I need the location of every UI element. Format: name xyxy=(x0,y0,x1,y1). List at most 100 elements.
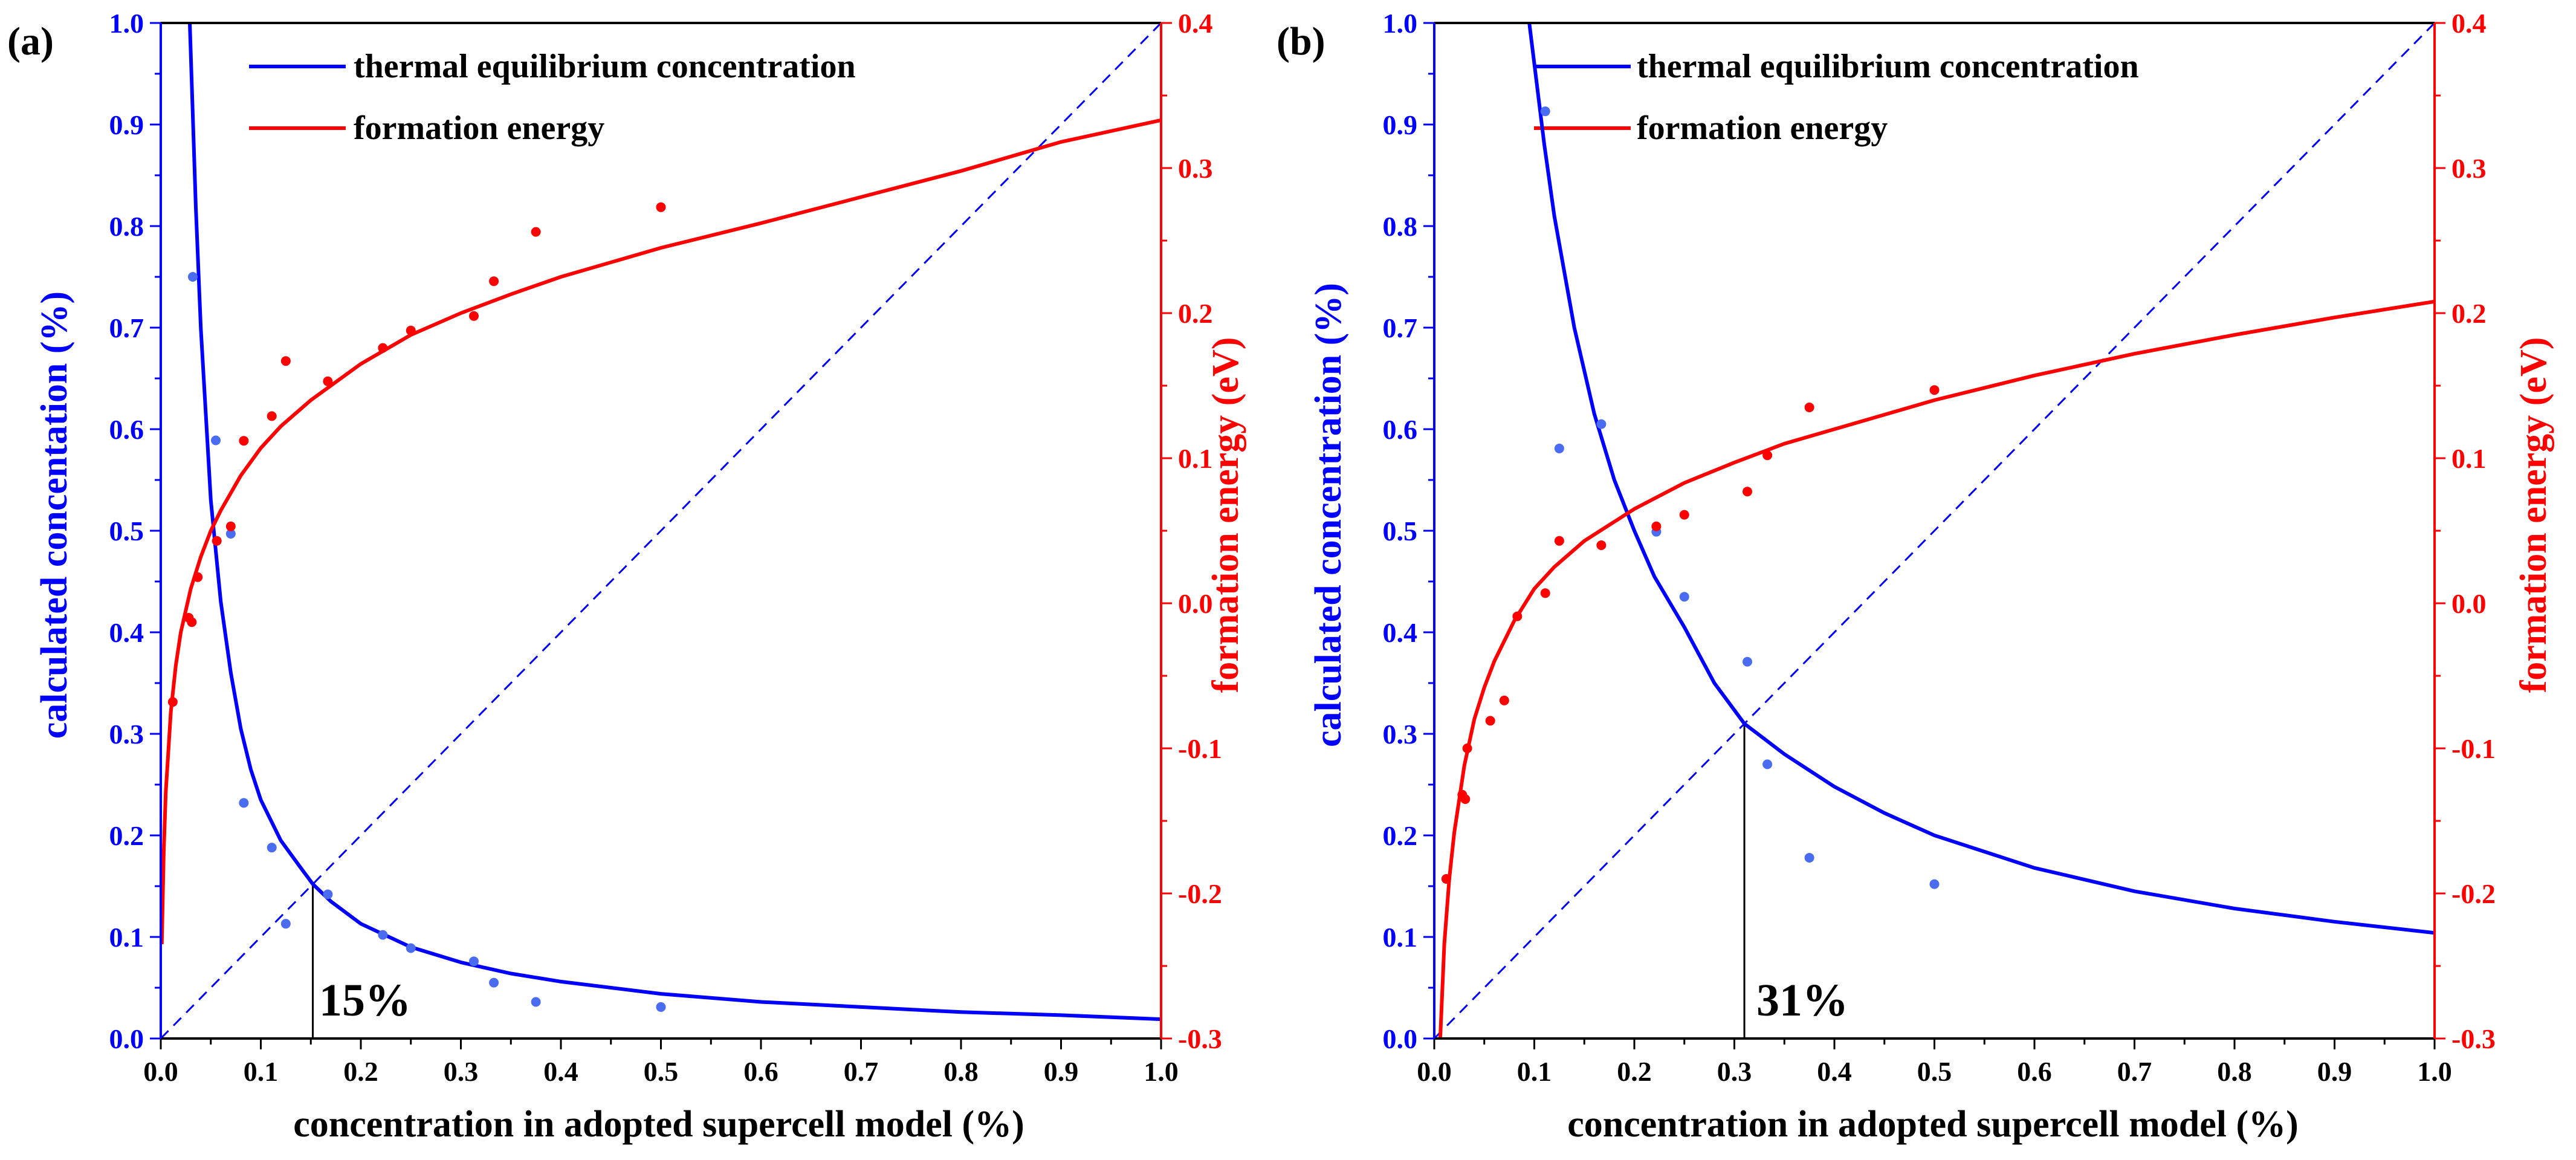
thermal-concentration-point xyxy=(1540,106,1550,117)
thermal-concentration-point xyxy=(378,930,388,940)
thermal-concentration-point xyxy=(489,977,499,988)
x-tick-label: 0.1 xyxy=(1517,1056,1552,1087)
formation-energy-point xyxy=(280,356,291,366)
y-left-tick-label: 0.5 xyxy=(109,516,144,546)
formation-energy-point xyxy=(1743,487,1753,497)
x-tick-label: 0.7 xyxy=(2117,1056,2152,1087)
formation-energy-point xyxy=(267,411,277,421)
formation-energy-point xyxy=(1441,874,1451,884)
x-axis-title-b: concentration in adopted supercell model… xyxy=(1567,1104,2299,1145)
right-axis-title-a: formation energy (eV) xyxy=(1205,337,1246,693)
y-right-tick-label: 0.3 xyxy=(1178,153,1213,184)
thermal-concentration-point xyxy=(1679,592,1689,602)
y-left-tick-label: 0.9 xyxy=(1383,109,1418,140)
y-left-tick-label: 0.7 xyxy=(1383,313,1418,343)
panel-label-a: (a) xyxy=(7,19,54,63)
y-right-tick-label: 0.2 xyxy=(2451,298,2487,329)
x-tick-label: 0.8 xyxy=(943,1056,979,1087)
y-right-tick-label: 0.4 xyxy=(1178,8,1213,39)
y-left-tick-label: 0.1 xyxy=(1383,922,1418,953)
x-tick-label: 0.7 xyxy=(844,1056,879,1087)
y-left-tick-label: 0.2 xyxy=(1383,820,1418,851)
y-right-tick-label: -0.3 xyxy=(2451,1023,2496,1054)
thermal-concentration-point xyxy=(656,1002,666,1012)
formation-energy-point xyxy=(1554,536,1564,546)
formation-energy-point xyxy=(1460,794,1471,804)
legend-a: thermal equilibrium concentration format… xyxy=(249,48,856,147)
y-right-tick-label: 0.1 xyxy=(1178,443,1213,474)
thermal-concentration-curve xyxy=(188,23,1161,1022)
formation-energy-point xyxy=(1485,716,1495,726)
annotation-31-percent: 31% xyxy=(1756,975,1848,1026)
formation-energy-curve xyxy=(161,118,1161,945)
x-tick-label: 0.0 xyxy=(143,1056,178,1087)
x-tick-label: 0.9 xyxy=(2317,1056,2352,1087)
panel-b: (b) calculated concentration (%) formati… xyxy=(1277,8,2554,1145)
x-tick-label: 1.0 xyxy=(1144,1056,1179,1087)
thermal-concentration-point xyxy=(1596,419,1607,429)
formation-energy-point xyxy=(239,436,249,446)
diagonal-reference-line xyxy=(160,22,1162,1040)
x-tick-label: 0.9 xyxy=(1044,1056,1079,1087)
x-tick-label: 1.0 xyxy=(2417,1056,2452,1087)
y-right-tick-label: 0.2 xyxy=(1178,298,1213,329)
x-tick-label: 0.6 xyxy=(743,1056,778,1087)
formation-energy-point xyxy=(406,325,416,335)
formation-energy-point xyxy=(187,617,197,627)
y-left-tick-label: 0.8 xyxy=(109,211,144,242)
x-tick-label: 0.5 xyxy=(644,1056,679,1087)
y-left-tick-label: 0.4 xyxy=(109,617,144,648)
x-tick-label: 0.4 xyxy=(543,1056,578,1087)
formation-energy-point xyxy=(1462,744,1472,753)
formation-energy-point xyxy=(1512,611,1523,621)
thermal-concentration-point xyxy=(280,919,291,929)
formation-energy-curve xyxy=(1438,299,2435,1038)
formation-energy-point xyxy=(1804,403,1814,412)
y-left-tick-label: 0.6 xyxy=(109,414,144,445)
y-left-tick-label: 0.3 xyxy=(109,719,144,750)
thermal-concentration-point xyxy=(211,435,221,446)
thermal-concentration-point xyxy=(225,529,236,539)
formation-energy-point xyxy=(1762,450,1773,461)
formation-energy-point xyxy=(1499,695,1509,705)
thermal-concentration-point xyxy=(469,956,479,967)
thermal-concentration-point xyxy=(1762,759,1773,770)
thermal-concentration-point xyxy=(267,843,277,853)
formation-energy-point xyxy=(656,202,666,212)
y-left-tick-label: 0.6 xyxy=(1383,414,1418,445)
y-right-tick-label: -0.2 xyxy=(2451,878,2496,909)
y-right-tick-label: 0.3 xyxy=(2451,153,2487,184)
thermal-concentration-curve xyxy=(1527,23,2435,935)
formation-energy-point xyxy=(193,572,203,582)
thermal-concentration-point xyxy=(239,798,249,808)
thermal-concentration-point xyxy=(1743,656,1753,667)
y-right-tick-label: 0.0 xyxy=(2451,588,2487,619)
legend-label-thermal-b: thermal equilibrium concentration xyxy=(1637,48,2139,85)
y-right-tick-label: 0.1 xyxy=(2451,443,2487,474)
y-right-tick-label: 0.0 xyxy=(1178,588,1213,619)
x-tick-label: 0.2 xyxy=(343,1056,378,1087)
thermal-concentration-point xyxy=(531,997,541,1007)
x-tick-label: 0.1 xyxy=(244,1056,279,1087)
formation-energy-point xyxy=(323,376,333,386)
left-axis-title-a: calculated concentation (%) xyxy=(34,291,75,739)
diagonal-reference-line xyxy=(1433,22,2436,1040)
y-left-tick-label: 0.9 xyxy=(109,109,144,140)
thermal-concentration-point xyxy=(323,889,333,899)
thermal-concentration-point xyxy=(1554,443,1564,453)
formation-energy-point xyxy=(469,311,479,321)
y-right-tick-label: -0.2 xyxy=(1178,878,1222,909)
formation-energy-point xyxy=(1596,540,1607,550)
thermal-concentration-point xyxy=(187,272,198,282)
x-tick-label: 0.0 xyxy=(1417,1056,1452,1087)
x-tick-label: 0.6 xyxy=(2017,1056,2052,1087)
legend-label-formation-b: formation energy xyxy=(1637,109,1888,147)
x-tick-label: 0.3 xyxy=(1717,1056,1752,1087)
y-left-tick-label: 0.1 xyxy=(109,922,144,953)
formation-energy-point xyxy=(531,227,541,237)
y-left-tick-label: 0.0 xyxy=(1383,1023,1418,1054)
legend-label-thermal-a: thermal equilibrium concentration xyxy=(354,48,856,85)
x-tick-label: 0.5 xyxy=(1917,1056,1952,1087)
y-right-tick-label: 0.4 xyxy=(2451,8,2487,39)
panel-a: (a) calculated concentation (%) formatio… xyxy=(7,8,1246,1145)
